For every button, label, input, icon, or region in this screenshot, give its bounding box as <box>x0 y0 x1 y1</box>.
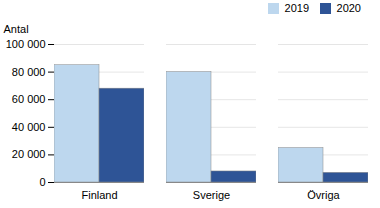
svg-text:80 000: 80 000 <box>12 66 46 78</box>
svg-text:20 000: 20 000 <box>12 148 46 160</box>
svg-text:0: 0 <box>39 176 45 188</box>
svg-text:40 000: 40 000 <box>12 121 46 133</box>
svg-text:Sverige: Sverige <box>193 189 230 201</box>
svg-text:100 000: 100 000 <box>6 38 46 50</box>
html-text:2019: 2019 <box>284 2 309 15</box>
svg-text:60 000: 60 000 <box>12 93 46 105</box>
svg-text:Antal: Antal <box>4 23 29 35</box>
svg-text:Övriga: Övriga <box>307 189 340 201</box>
html-text:2020: 2020 <box>336 2 361 15</box>
svg-text:Finland: Finland <box>81 189 117 201</box>
